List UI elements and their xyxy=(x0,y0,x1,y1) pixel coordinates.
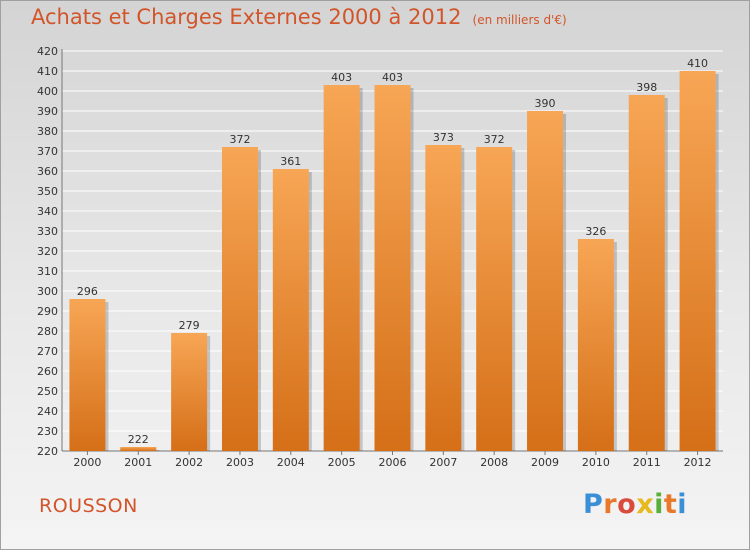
x-tick-label: 2011 xyxy=(633,456,661,469)
bar-value-label: 372 xyxy=(229,133,250,146)
chart-title-unit: (en milliers d'€) xyxy=(472,13,567,27)
y-tick-label: 330 xyxy=(37,225,58,238)
bar-value-label: 373 xyxy=(433,131,454,144)
bar-value-label: 326 xyxy=(585,225,606,238)
logo-letter: P xyxy=(583,489,604,520)
bar-value-label: 222 xyxy=(128,433,149,446)
bar-value-label: 403 xyxy=(382,71,403,84)
x-tick-label: 2004 xyxy=(277,456,305,469)
bar-value-label: 296 xyxy=(77,285,98,298)
proxiti-logo: Proxiti xyxy=(583,489,687,520)
bar-2006 xyxy=(374,85,411,451)
bar-value-label: 410 xyxy=(687,57,708,70)
bar-value-label: 398 xyxy=(636,81,657,94)
y-tick-label: 390 xyxy=(37,105,58,118)
logo-letter: o xyxy=(617,489,637,520)
y-tick-label: 400 xyxy=(37,85,58,98)
y-tick-label: 290 xyxy=(37,305,58,318)
y-tick-label: 270 xyxy=(37,345,58,358)
y-tick-label: 310 xyxy=(37,265,58,278)
x-tick-label: 2005 xyxy=(328,456,356,469)
x-tick-label: 2003 xyxy=(226,456,254,469)
y-tick-label: 220 xyxy=(37,445,58,458)
y-tick-label: 340 xyxy=(37,205,58,218)
logo-letter: x xyxy=(636,489,655,520)
y-tick-label: 300 xyxy=(37,285,58,298)
y-tick-label: 380 xyxy=(37,125,58,138)
chart-title: Achats et Charges Externes 2000 à 2012 (… xyxy=(31,5,567,29)
bar-2007 xyxy=(425,145,462,451)
bar-2008 xyxy=(476,147,513,451)
y-tick-label: 350 xyxy=(37,185,58,198)
y-tick-label: 410 xyxy=(37,65,58,78)
bar-value-label: 372 xyxy=(484,133,505,146)
x-tick-label: 2000 xyxy=(73,456,101,469)
bar-2000 xyxy=(69,299,106,451)
y-tick-label: 260 xyxy=(37,365,58,378)
y-tick-label: 320 xyxy=(37,245,58,258)
x-tick-label: 2006 xyxy=(379,456,407,469)
bar-2010 xyxy=(577,239,614,451)
bar-2001 xyxy=(120,447,157,451)
y-tick-label: 230 xyxy=(37,425,58,438)
y-tick-label: 250 xyxy=(37,385,58,398)
bar-2012 xyxy=(679,71,716,451)
y-tick-label: 240 xyxy=(37,405,58,418)
x-tick-label: 2002 xyxy=(175,456,203,469)
y-tick-label: 370 xyxy=(37,145,58,158)
bar-2011 xyxy=(628,95,665,451)
y-tick-label: 360 xyxy=(37,165,58,178)
logo-letter: t xyxy=(663,489,678,520)
x-tick-label: 2010 xyxy=(582,456,610,469)
bar-value-label: 390 xyxy=(535,97,556,110)
bar-value-label: 361 xyxy=(280,155,301,168)
commune-name: ROUSSON xyxy=(39,495,138,517)
logo-letter: r xyxy=(603,489,618,520)
y-tick-label: 280 xyxy=(37,325,58,338)
chart-title-main: Achats et Charges Externes 2000 à 2012 xyxy=(31,5,462,29)
logo-letter: i xyxy=(654,489,664,520)
bar-value-label: 403 xyxy=(331,71,352,84)
bar-2004 xyxy=(272,169,309,451)
bar-value-label: 279 xyxy=(179,319,200,332)
bar-2009 xyxy=(527,111,564,451)
bar-2003 xyxy=(221,147,258,451)
x-tick-label: 2012 xyxy=(684,456,712,469)
y-tick-label: 420 xyxy=(37,45,58,58)
x-tick-label: 2009 xyxy=(531,456,559,469)
bar-2005 xyxy=(323,85,360,451)
x-tick-label: 2007 xyxy=(429,456,457,469)
x-tick-label: 2001 xyxy=(124,456,152,469)
logo-letter: i xyxy=(677,489,688,520)
bar-2002 xyxy=(171,333,208,451)
x-tick-label: 2008 xyxy=(480,456,508,469)
